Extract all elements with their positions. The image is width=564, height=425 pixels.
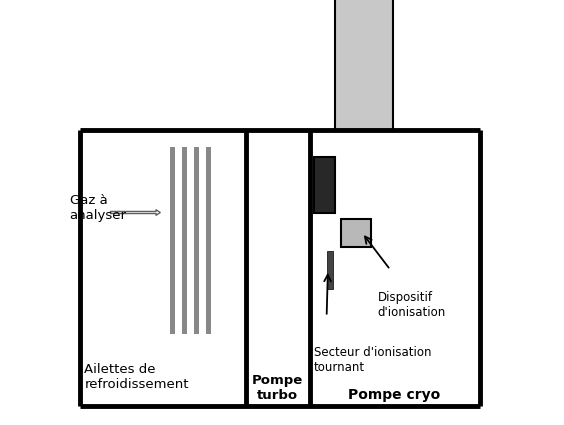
Bar: [328, 251, 333, 289]
Text: Dispositif
d'ionisation: Dispositif d'ionisation: [378, 291, 446, 319]
Bar: [335, 0, 393, 130]
Bar: [182, 147, 187, 334]
Bar: [170, 147, 175, 334]
Text: Gaz à
analyser: Gaz à analyser: [69, 194, 126, 222]
Bar: [314, 157, 335, 212]
Bar: [206, 147, 211, 334]
Text: Pompe
turbo: Pompe turbo: [252, 374, 303, 402]
Bar: [194, 147, 199, 334]
Bar: [341, 219, 371, 246]
Text: Ailettes de
refroidissement: Ailettes de refroidissement: [85, 363, 189, 391]
Text: Secteur d'ionisation
tournant: Secteur d'ionisation tournant: [314, 346, 431, 374]
Text: Pompe cryo: Pompe cryo: [349, 388, 440, 402]
